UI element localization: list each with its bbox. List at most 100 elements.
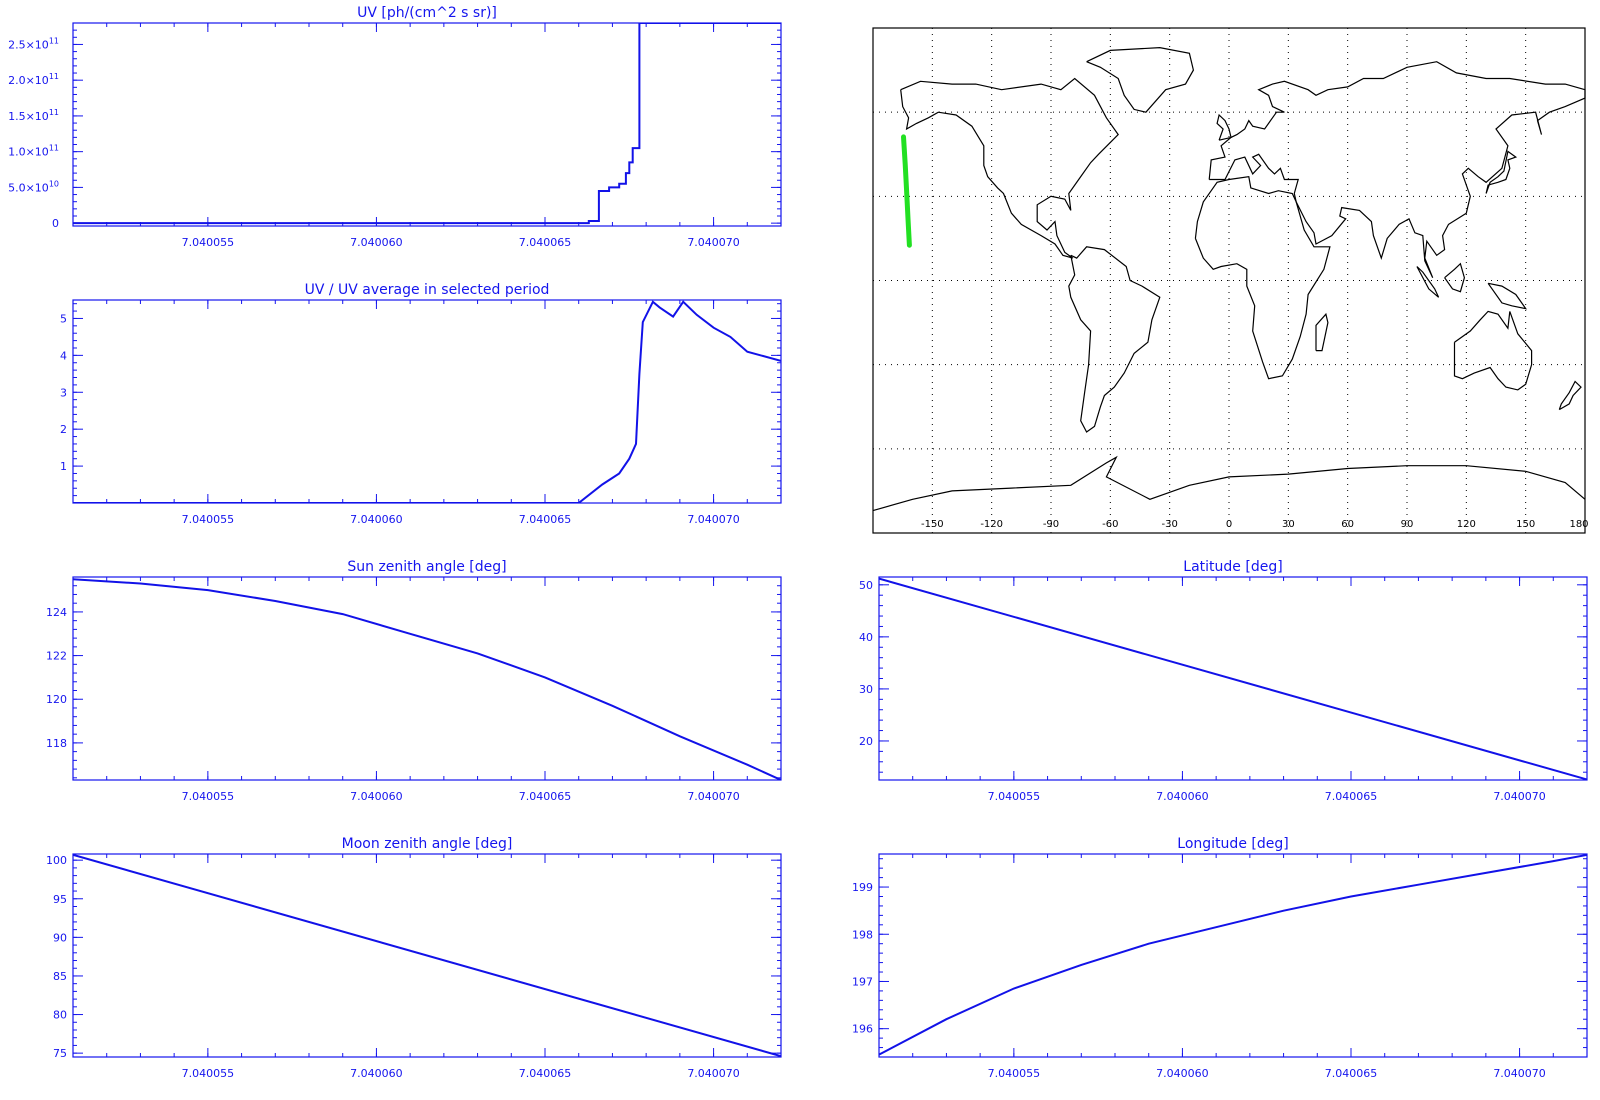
x-tick-label: 7.040060 <box>1156 1067 1209 1080</box>
y-tick-exponent: 11 <box>49 108 59 117</box>
y-tick-label: 2.5×1011 <box>8 36 59 51</box>
coastline-north-america <box>900 77 1119 259</box>
x-tick-label: 7.040060 <box>350 790 403 803</box>
series-line <box>73 23 781 225</box>
ground-track <box>901 134 912 248</box>
x-tick-label: 7.040070 <box>1493 790 1546 803</box>
y-tick-label: 1.0×1011 <box>8 144 59 159</box>
x-tick-label: 7.040060 <box>350 513 403 526</box>
coastline-australia <box>1453 310 1533 391</box>
x-tick-label: 7.040070 <box>1493 1067 1546 1080</box>
y-tick-label: 20 <box>859 735 873 748</box>
map-lon-label: 150 <box>1516 519 1535 530</box>
y-tick-label: 80 <box>53 1009 67 1022</box>
y-tick-mantissa: 5.0×10 <box>8 181 49 194</box>
map-lon-label: -90 <box>1043 519 1059 530</box>
chart-moon-zenith: Moon zenith angle [deg] 7.040055 7.040060 7… <box>46 836 782 1080</box>
x-tick-label: 7.040070 <box>687 236 740 249</box>
chart-longitude: Longitude [deg] 7.040055 7.040060 7.040065 7… <box>852 836 1588 1080</box>
plot-frame <box>72 576 782 781</box>
map-lon-label: 0 <box>1226 519 1232 530</box>
x-tick-label: 7.040070 <box>687 1067 740 1080</box>
x-tick-label: 7.040065 <box>519 1067 572 1080</box>
plot-frame <box>72 299 782 504</box>
map-lon-label: -150 <box>921 519 944 530</box>
series-line <box>73 300 781 503</box>
map-lon-label: 120 <box>1457 519 1476 530</box>
y-tick-mantissa: 0 <box>52 217 59 230</box>
plot-frame <box>72 22 782 227</box>
y-tick-mantissa: 1.0×10 <box>8 146 49 159</box>
coastline-antarctica <box>872 455 1586 512</box>
chart-title: Latitude [deg] <box>1183 559 1282 575</box>
plot-frame <box>878 853 1588 1058</box>
y-tick-label: 2 <box>60 423 67 436</box>
coastline-japan <box>1485 150 1518 194</box>
map-lon-label: 30 <box>1282 519 1295 530</box>
y-tick-label: 1 <box>60 460 67 473</box>
y-tick-label: 197 <box>852 975 873 988</box>
chart-title: UV [ph/(cm^2 s sr)] <box>357 5 497 21</box>
x-tick-label: 7.040055 <box>182 790 235 803</box>
y-tick-label: 122 <box>46 650 67 663</box>
x-tick-label: 7.040065 <box>1325 790 1378 803</box>
y-tick-label: 196 <box>852 1023 873 1036</box>
y-tick-exponent: 11 <box>49 36 59 45</box>
map-lon-label: 90 <box>1401 519 1414 530</box>
coastline-greenland <box>1086 46 1195 113</box>
coastline-madagascar <box>1315 312 1329 352</box>
map-lon-label: 180 <box>1569 519 1588 530</box>
series-line <box>879 577 1587 780</box>
x-tick-label: 7.040070 <box>687 513 740 526</box>
x-tick-label: 7.040055 <box>182 236 235 249</box>
coastline-borneo <box>1444 262 1466 293</box>
x-tick-label: 7.040055 <box>988 790 1041 803</box>
series-line <box>73 854 781 1057</box>
y-tick-mantissa: 2.5×10 <box>8 38 49 51</box>
chart-title: Sun zenith angle [deg] <box>347 559 506 575</box>
y-tick-label: 198 <box>852 928 873 941</box>
coastline-new-guinea <box>1487 282 1528 310</box>
y-tick-label: 95 <box>53 893 67 906</box>
coastline-south-america <box>1068 246 1161 433</box>
y-tick-label: 124 <box>46 606 67 619</box>
y-tick-label: 30 <box>859 683 873 696</box>
y-tick-label: 3 <box>60 386 67 399</box>
chart-title: Moon zenith angle [deg] <box>342 836 513 852</box>
chart-uv: UV [ph/(cm^2 s sr)] 7.040055 7.040060 7.040… <box>8 5 782 249</box>
y-tick-label: 120 <box>46 693 67 706</box>
map-lon-label: -30 <box>1161 519 1177 530</box>
x-tick-label: 7.040060 <box>350 236 403 249</box>
x-tick-label: 7.040065 <box>519 790 572 803</box>
chart-latitude: Latitude [deg] 7.040055 7.040060 7.040065 7.… <box>859 559 1588 803</box>
chart-title: UV / UV average in selected period <box>305 282 550 298</box>
y-tick-label: 75 <box>53 1047 67 1060</box>
y-tick-exponent: 11 <box>49 144 59 153</box>
y-tick-label: 40 <box>859 631 873 644</box>
y-tick-label: 118 <box>46 737 67 750</box>
plot-frame <box>72 853 782 1058</box>
x-tick-label: 7.040070 <box>687 790 740 803</box>
x-tick-label: 7.040060 <box>350 1067 403 1080</box>
y-tick-label: 199 <box>852 881 873 894</box>
x-tick-label: 7.040065 <box>1325 1067 1378 1080</box>
y-tick-label: 5 <box>60 312 67 325</box>
y-tick-label: 1.5×1011 <box>8 108 59 123</box>
chart-sun-zenith: Sun zenith angle [deg] 7.040055 7.040060 7.… <box>46 559 782 803</box>
series-line <box>73 578 781 780</box>
y-tick-label: 85 <box>53 970 67 983</box>
coastline-uk <box>1216 113 1232 141</box>
y-tick-label: 50 <box>859 579 873 592</box>
x-tick-label: 7.040055 <box>182 513 235 526</box>
y-tick-label: 4 <box>60 349 67 362</box>
y-tick-label: 2.0×1011 <box>8 72 59 87</box>
coastline-africa <box>1194 176 1331 380</box>
map-lon-label: 60 <box>1341 519 1354 530</box>
y-tick-exponent: 10 <box>49 179 59 188</box>
coastline-sumatra <box>1416 266 1440 298</box>
y-tick-mantissa: 2.0×10 <box>8 74 49 87</box>
chart-uv-ratio: UV / UV average in selected period 7.0400… <box>60 282 782 526</box>
chart-title: Longitude [deg] <box>1177 836 1288 852</box>
x-tick-label: 7.040055 <box>182 1067 235 1080</box>
